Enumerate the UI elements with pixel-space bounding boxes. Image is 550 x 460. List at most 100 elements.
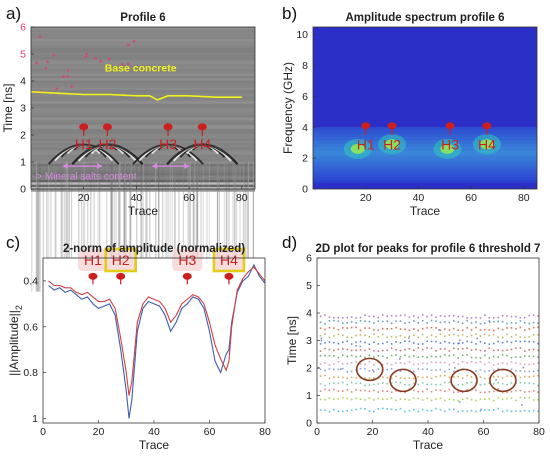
peak-point [484, 350, 486, 352]
y-tick-label-b: 0 [302, 184, 308, 196]
peak-point [492, 349, 495, 352]
spectrum-band [313, 146, 537, 148]
peak-point [364, 314, 366, 317]
radargram-band [31, 77, 255, 81]
peak-point [350, 361, 353, 364]
radargram-noise [165, 162, 167, 292]
mineral-salts-annotation: > Mineral salts content [36, 172, 137, 183]
peak-point [341, 396, 344, 399]
peak-point [488, 369, 491, 372]
peak-point [435, 383, 437, 386]
peak-point [390, 354, 393, 357]
peak-point [346, 322, 349, 324]
y-tick-label-d: 0 [306, 418, 312, 430]
peak-point [333, 368, 335, 371]
peak-point [479, 376, 482, 378]
peak-point [319, 350, 322, 352]
peak-point [395, 336, 397, 338]
peak-point [524, 397, 526, 399]
peak-point [337, 356, 340, 359]
peak-point [452, 370, 455, 373]
peak-point [355, 326, 357, 329]
peak-point [501, 410, 504, 413]
peak-point [438, 329, 440, 331]
radargram-noise [67, 162, 69, 292]
peak-point [484, 314, 486, 317]
peak-point [364, 349, 366, 352]
peak-point [448, 329, 451, 331]
peak-point [319, 390, 322, 392]
peak-point [390, 327, 393, 330]
peak-point [484, 377, 486, 380]
red-speckle [44, 67, 48, 70]
peak-point [333, 317, 335, 319]
peak-point [381, 333, 384, 336]
peak-point [532, 409, 535, 412]
peak-point [399, 407, 402, 410]
peak-point [390, 335, 393, 338]
peak-point [479, 391, 482, 394]
peak-point [368, 384, 371, 386]
red-speckle [85, 52, 88, 56]
peak-point [532, 399, 535, 401]
peak-point [417, 316, 420, 319]
x-tick-label-c: 0 [40, 426, 46, 438]
peak-point [444, 328, 446, 330]
radargram-band [31, 40, 255, 44]
radargram-noise [232, 162, 234, 292]
peak-point [417, 322, 420, 324]
radargram-noise [218, 162, 221, 292]
peak-point [537, 356, 539, 358]
red-speckle [62, 75, 65, 79]
peak-point [346, 371, 349, 373]
peak-point [488, 382, 491, 385]
peak-point [466, 335, 468, 338]
peak-point [461, 383, 464, 386]
peak-point [399, 328, 402, 330]
peak-point [355, 322, 357, 324]
peak-point [399, 381, 402, 384]
peak-point [501, 328, 504, 331]
peak-point [466, 410, 468, 413]
peak-point [328, 316, 331, 319]
peak-point [364, 377, 366, 379]
peak-point [413, 408, 415, 411]
peak-point [430, 409, 433, 412]
peak-point [479, 335, 482, 337]
peak-point [421, 333, 424, 336]
peak-point [390, 322, 393, 325]
radargram-band [31, 124, 255, 127]
peak-point [501, 377, 504, 379]
spectrum-band [313, 175, 537, 178]
peak-point [506, 375, 508, 377]
peak-point [324, 369, 326, 372]
panel-letter-c: c) [6, 233, 21, 252]
x-tick-label-d: 80 [533, 426, 545, 438]
radargram-noise [193, 162, 195, 292]
peak-point [364, 384, 366, 387]
radargram-noise [197, 162, 199, 292]
peak-point [346, 389, 349, 391]
radargram-noise [192, 162, 194, 292]
marker-label: H3 [159, 136, 177, 152]
marker-label: H4 [220, 252, 238, 268]
peak-point [452, 398, 455, 401]
radargram-noise [78, 162, 80, 292]
peak-point [426, 336, 428, 339]
radargram-noise [118, 162, 120, 292]
peak-point [537, 362, 539, 364]
x-axis-label-c: Trace [139, 438, 170, 452]
peak-point [359, 363, 362, 366]
peak-point [479, 398, 482, 400]
peak-point [404, 328, 406, 331]
peak-point [364, 363, 366, 366]
radargram-band [31, 29, 255, 33]
peak-point [368, 390, 371, 393]
peak-point [368, 343, 371, 346]
peak-point [395, 315, 397, 317]
peak-point [350, 409, 353, 412]
peak-point [466, 374, 468, 377]
peak-point [399, 320, 402, 322]
peak-point [328, 336, 331, 339]
peak-point [501, 349, 504, 352]
